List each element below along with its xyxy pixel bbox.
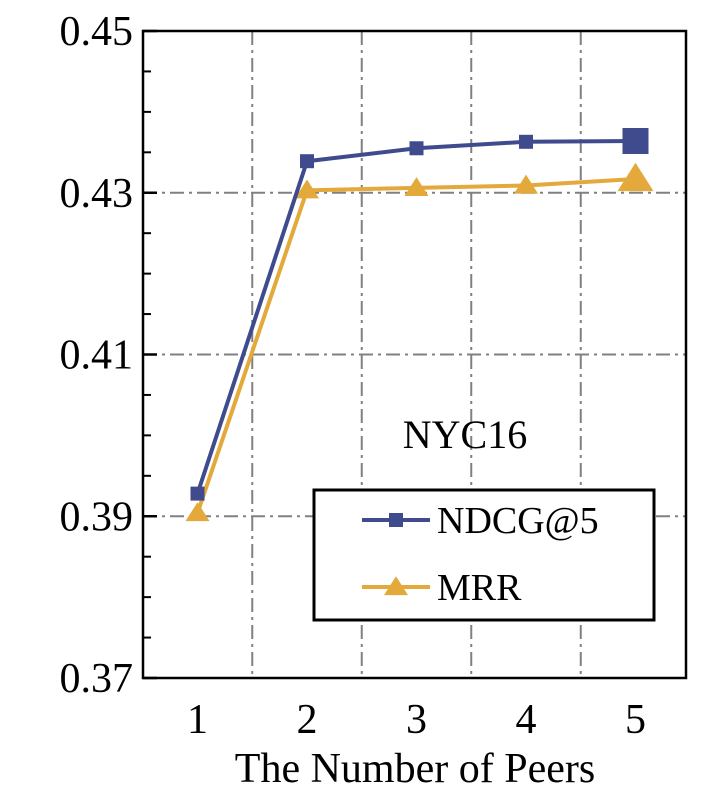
legend: NDCG@5 MRR [312, 488, 656, 622]
legend-box [312, 488, 656, 622]
data-point [300, 154, 314, 169]
data-point [295, 179, 319, 199]
legend-label: NDCG@5 [437, 500, 599, 542]
data-point [622, 127, 649, 154]
legend-marker [384, 576, 408, 596]
data-point [409, 141, 424, 156]
data-point [617, 162, 654, 192]
data-point [185, 502, 210, 522]
annotation-label: NYC16 [403, 412, 527, 457]
x-tick-label: 5 [625, 697, 646, 743]
x-tick-label: 2 [297, 697, 318, 743]
legend-label: MRR [437, 567, 522, 609]
data-point [404, 177, 429, 196]
x-tick-label: 3 [406, 697, 427, 743]
data-point [519, 134, 533, 149]
data-point [514, 174, 538, 194]
y-tick-label: 0.37 [60, 656, 134, 702]
legend-marker [389, 513, 403, 527]
y-tick-label: 0.41 [60, 333, 134, 379]
y-tick-label: 0.43 [60, 171, 134, 217]
series-line-mrr [195, 177, 636, 514]
data-point [190, 486, 205, 501]
y-tick-label: 0.45 [60, 9, 134, 55]
x-tick-label: 4 [516, 697, 537, 743]
x-tick-label: 1 [187, 697, 208, 743]
series-layer [185, 127, 654, 522]
x-axis-title: The Number of Peers [235, 746, 595, 792]
axis-ticks: 0.37 0.39 0.41 0.43 0.45 1 2 3 4 5 [60, 9, 647, 743]
y-tick-label: 0.39 [60, 494, 134, 540]
